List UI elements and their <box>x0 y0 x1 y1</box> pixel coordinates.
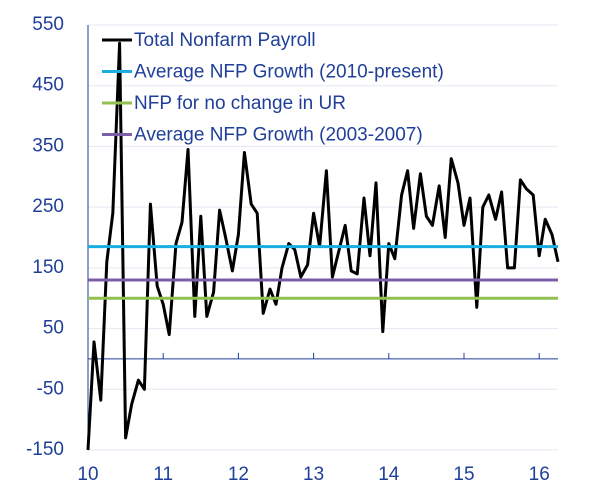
legend-label: Total Nonfarm Payroll <box>134 30 316 51</box>
x-tick-label: 12 <box>228 464 249 485</box>
y-tick-label: 550 <box>32 14 64 35</box>
x-tick-label: 15 <box>453 464 474 485</box>
x-tick-label: 10 <box>77 464 98 485</box>
legend-label: Average NFP Growth (2003-2007) <box>134 125 423 146</box>
y-tick-label: -150 <box>26 439 64 460</box>
y-tick-label: 250 <box>32 196 64 217</box>
y-tick-label: 450 <box>32 75 64 96</box>
y-tick-label: 150 <box>32 257 64 278</box>
x-tick-label: 11 <box>153 464 173 485</box>
x-tick-label: 13 <box>303 464 324 485</box>
x-tick-label: 14 <box>378 464 400 485</box>
y-tick-label: 50 <box>43 318 64 339</box>
data-line <box>86 41 560 451</box>
y-tick-label: 350 <box>32 135 64 156</box>
y-tick-label: -50 <box>37 378 64 399</box>
x-tick-label: 16 <box>529 464 550 485</box>
legend-label: Average NFP Growth (2010-present) <box>134 62 444 83</box>
legend-label: NFP for no change in UR <box>134 93 346 114</box>
